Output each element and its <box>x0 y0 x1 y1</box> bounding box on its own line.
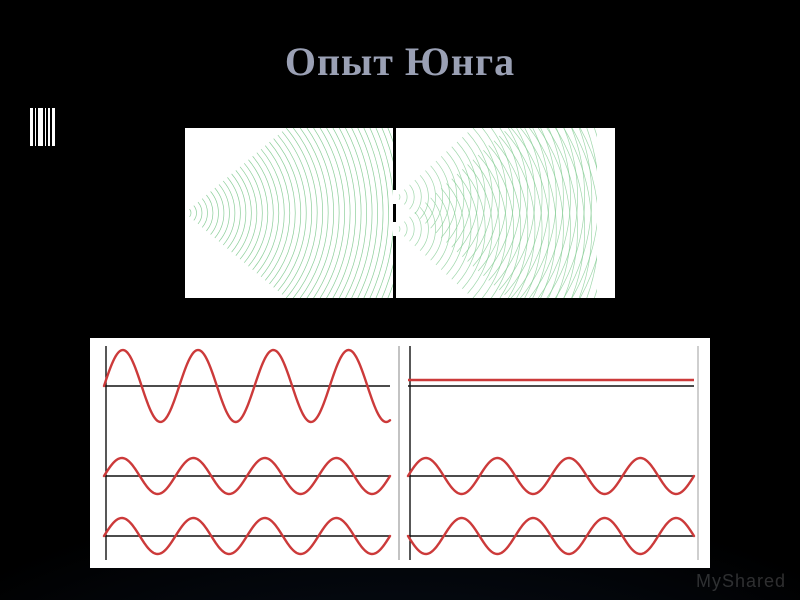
barcode-decoration <box>30 108 55 146</box>
slide: Опыт Юнга MyShared <box>0 0 800 600</box>
watermark: MyShared <box>696 571 786 592</box>
interference-waves-diagram <box>90 338 710 568</box>
double-slit-diagram <box>185 128 615 298</box>
page-title: Опыт Юнга <box>0 38 800 85</box>
